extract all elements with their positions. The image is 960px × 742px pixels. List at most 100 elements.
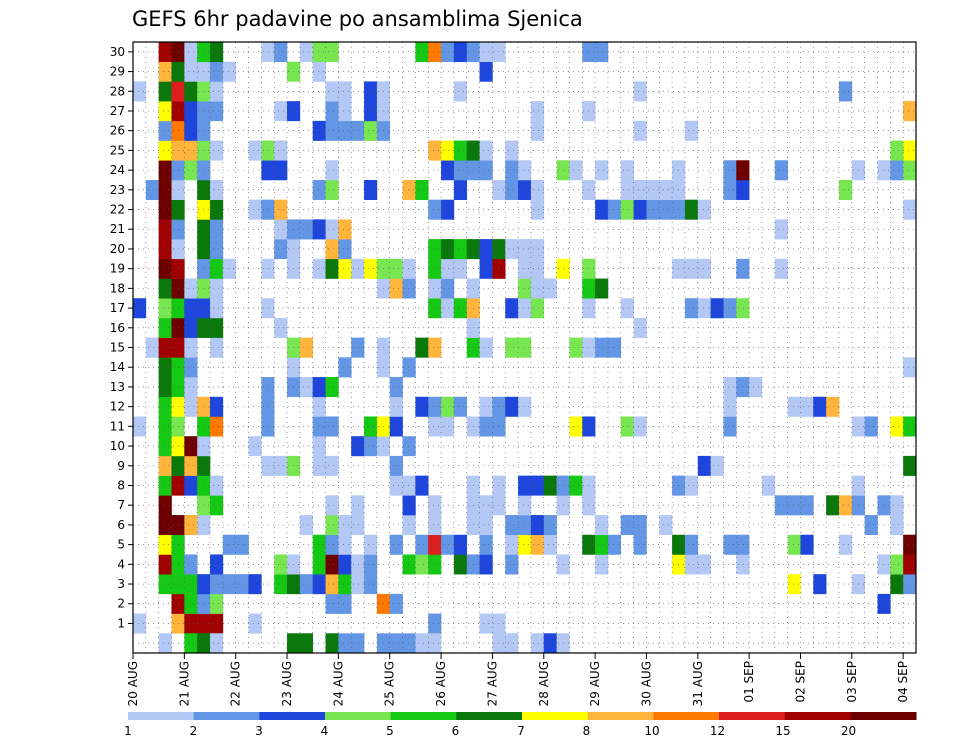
heatmap-cell (364, 101, 378, 122)
heatmap-cell (261, 416, 275, 437)
heatmap-cell (158, 140, 172, 161)
heatmap-cell (338, 534, 352, 555)
heatmap-cell (210, 613, 224, 634)
heatmap-cell (530, 633, 545, 654)
heatmap-cell (749, 377, 763, 398)
heatmap-cell (518, 160, 532, 181)
heatmap-cell (402, 357, 416, 378)
heatmap-cell (479, 239, 493, 260)
colorbar-tick-label: 8 (583, 724, 591, 738)
heatmap-cell (184, 120, 198, 141)
heatmap-cell (274, 239, 288, 260)
heatmap-cell (158, 120, 172, 141)
heatmap-cell (877, 554, 891, 575)
heatmap-cell (441, 534, 455, 555)
heatmap-cell (620, 199, 634, 220)
heatmap-cell (351, 515, 365, 536)
x-tick-label: 31 AUG (691, 661, 705, 706)
x-tick-label: 24 AUG (331, 661, 345, 706)
heatmap-cell (364, 554, 378, 575)
y-tick-label: 13 (110, 380, 125, 394)
heatmap-cell (248, 574, 262, 595)
heatmap-cell (158, 377, 172, 398)
heatmap-cell (518, 239, 532, 260)
heatmap-cell (505, 396, 519, 417)
heatmap-cell (338, 101, 352, 122)
heatmap-cell (312, 455, 326, 476)
heatmap-cell (505, 179, 519, 200)
heatmap-cell (312, 42, 326, 63)
heatmap-cell (389, 593, 403, 614)
heatmap-cell (274, 574, 288, 595)
heatmap-cell (235, 534, 249, 555)
heatmap-cell (338, 515, 352, 536)
heatmap-cell (184, 554, 198, 575)
heatmap-cell (389, 396, 403, 417)
heatmap-cell (325, 515, 339, 536)
heatmap-cell (184, 317, 198, 338)
heatmap-cell (261, 42, 275, 63)
heatmap-cell (441, 42, 455, 63)
heatmap-cell (312, 120, 326, 141)
heatmap-cell (133, 613, 147, 634)
x-tick-label: 01 SEP (742, 661, 756, 703)
heatmap-cell (210, 317, 224, 338)
heatmap-cell (453, 298, 468, 319)
heatmap-cell (800, 534, 814, 555)
colorbar-swatch (259, 712, 326, 720)
heatmap-cell (479, 613, 493, 634)
heatmap-cell (633, 515, 647, 536)
heatmap-cell (903, 199, 917, 220)
heatmap-cell (479, 42, 493, 63)
heatmap-cell (428, 613, 442, 634)
heatmap-cell (158, 160, 172, 181)
heatmap-cell (890, 554, 904, 575)
heatmap-cell (351, 258, 365, 279)
heatmap-cell (133, 416, 147, 437)
heatmap-cell (402, 436, 416, 457)
heatmap-cell (184, 455, 198, 476)
heatmap-cell (774, 495, 788, 516)
heatmap-cell (248, 140, 262, 161)
heatmap-cell (415, 475, 429, 496)
x-tick-label: 23 AUG (280, 661, 294, 706)
heatmap-cell (325, 593, 339, 614)
heatmap-cell (595, 534, 609, 555)
heatmap-cell (210, 239, 224, 260)
heatmap-cell (684, 475, 699, 496)
y-tick-label: 26 (110, 124, 125, 138)
heatmap-cell (428, 239, 442, 260)
heatmap-cell (441, 239, 455, 260)
heatmap-cell (402, 515, 416, 536)
heatmap-cell (826, 396, 840, 417)
x-tick-label: 25 AUG (383, 661, 397, 706)
heatmap-cell (184, 377, 198, 398)
heatmap-cell (351, 436, 365, 457)
heatmap-cell (402, 633, 416, 654)
heatmap-cell (364, 179, 378, 200)
heatmap-cell (453, 554, 468, 575)
heatmap-cell (620, 515, 634, 536)
heatmap-cell (569, 416, 583, 437)
heatmap-cell (364, 120, 378, 141)
heatmap-cell (389, 475, 403, 496)
heatmap-cell (505, 515, 519, 536)
heatmap-cell (299, 574, 314, 595)
heatmap-cell (903, 101, 917, 122)
colorbar-swatch (390, 712, 457, 720)
heatmap-cell (364, 258, 378, 279)
heatmap-cell (325, 554, 339, 575)
colorbar-swatch (784, 712, 851, 720)
heatmap-cell (428, 396, 442, 417)
heatmap-cell (505, 239, 519, 260)
y-tick-label: 3 (117, 577, 125, 591)
heatmap-cell (325, 219, 339, 240)
heatmap-cell (274, 317, 288, 338)
heatmap-cell (325, 633, 339, 654)
heatmap-cell (184, 515, 198, 536)
heatmap-cell (453, 534, 468, 555)
y-tick-label: 21 (110, 222, 125, 236)
heatmap-cell (133, 81, 147, 102)
heatmap-cell (312, 61, 326, 82)
heatmap-cell (697, 199, 711, 220)
